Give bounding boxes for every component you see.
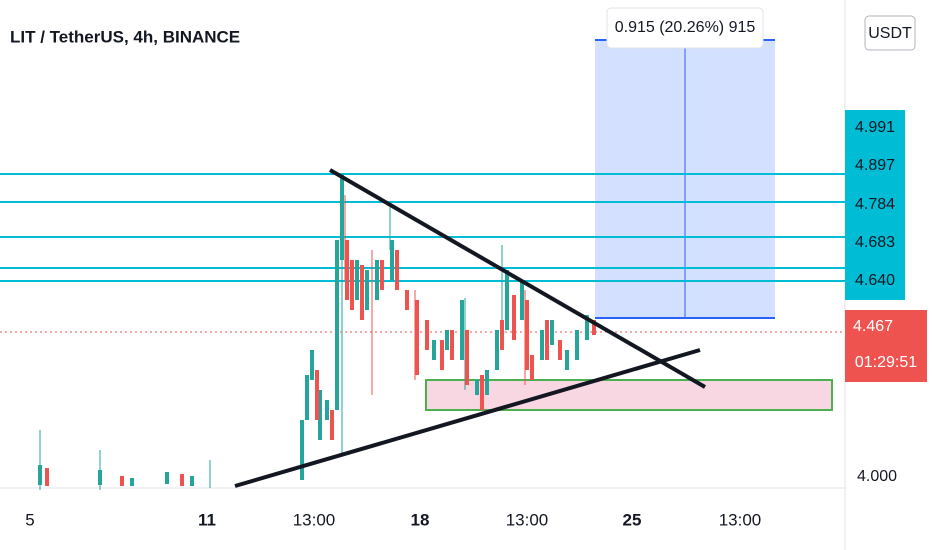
time-label: 11 [198, 510, 216, 529]
price-label: 4.000 [857, 468, 897, 485]
time-axis: 5 11 13:00 18 13:00 25 13:00 [25, 510, 761, 529]
trendline [234, 348, 701, 488]
time-label: 25 [623, 510, 642, 529]
last-price-bg [845, 310, 927, 382]
price-label: 4.640 [855, 272, 895, 289]
time-label: 13:00 [293, 510, 336, 529]
zone [425, 379, 833, 411]
time-label: 5 [25, 510, 34, 529]
level-labels-bg [845, 110, 905, 300]
currency-button[interactable] [864, 15, 916, 51]
trendline [328, 168, 707, 389]
title: LIT / TetherUS, 4h, BINANCE [10, 27, 240, 46]
price-labels: 4.991 4.897 4.784 4.683 4.640 4.467 01:2… [845, 110, 927, 485]
price-label: 4.683 [855, 234, 895, 251]
wicks [344, 195, 526, 395]
time-label: 13:00 [506, 510, 549, 529]
levels [0, 173, 845, 282]
last-price: 4.467 [853, 318, 893, 335]
time-label: 18 [411, 510, 430, 529]
price-label: 4.897 [855, 157, 895, 174]
price-label: 4.784 [855, 196, 895, 213]
measure-label: 0.915 (20.26%) 915 [615, 19, 756, 36]
currency[interactable]: USDT [868, 25, 912, 42]
measure-label-box [606, 7, 764, 49]
countdown: 01:29:51 [855, 354, 917, 371]
time-label: 13:00 [719, 510, 762, 529]
price-label: 4.991 [855, 119, 895, 136]
